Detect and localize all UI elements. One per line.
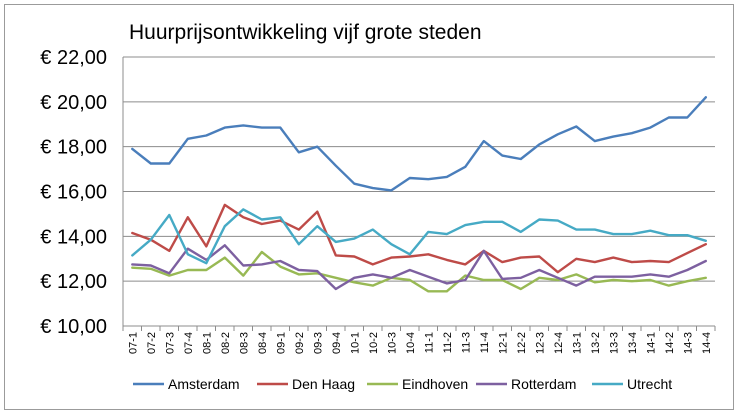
x-tick-label: 10-2 bbox=[368, 332, 380, 354]
x-tick-label: 12-2 bbox=[516, 332, 528, 354]
x-tick-label: 11-4 bbox=[479, 332, 491, 353]
x-tick-label: 11-3 bbox=[460, 332, 472, 353]
series-line-eindhoven bbox=[131, 250, 707, 293]
series-line-den-haag bbox=[131, 203, 707, 274]
x-tick-label: 09-3 bbox=[312, 332, 324, 354]
legend-label: Rotterdam bbox=[511, 376, 576, 392]
legend-label: Eindhoven bbox=[402, 376, 468, 392]
x-tick-label: 08-2 bbox=[220, 332, 232, 354]
legend-item: Amsterdam bbox=[133, 376, 240, 392]
gridlines bbox=[123, 56, 715, 327]
legend-label: Utrecht bbox=[627, 376, 672, 392]
x-tick-label: 07-1 bbox=[127, 332, 139, 354]
y-tick-label: € 14,00 bbox=[40, 226, 107, 248]
legend: Amsterdam Den Haag Eindhoven Rotterdam Utrec… bbox=[133, 376, 672, 392]
x-tick-label: 07-4 bbox=[183, 332, 195, 354]
x-tick-label: 11-1 bbox=[423, 332, 435, 353]
x-tick-label: 13-1 bbox=[571, 332, 583, 354]
x-tick-label: 12-4 bbox=[553, 332, 565, 354]
legend-label: Amsterdam bbox=[168, 376, 240, 392]
x-tick-label: 14-3 bbox=[682, 332, 694, 354]
x-axis: 07-1 07-2 07-3 07-4 08-1 08-2 08-3 08-4 09-1 09-2… bbox=[122, 325, 716, 354]
line-chart: Huurprijsontwikkeling vijf grote steden … bbox=[40, 21, 716, 392]
series-line-amsterdam bbox=[131, 96, 707, 192]
series-line-rotterdam bbox=[131, 244, 707, 291]
x-tick-label: 09-2 bbox=[294, 332, 306, 354]
x-tick-label: 09-1 bbox=[275, 332, 287, 354]
chart-frame: Huurprijsontwikkeling vijf grote steden … bbox=[4, 4, 734, 410]
legend-label: Den Haag bbox=[292, 376, 355, 392]
x-tick-label: 14-4 bbox=[701, 332, 713, 354]
legend-item: Rotterdam bbox=[476, 376, 576, 392]
x-tick-label: 09-4 bbox=[331, 332, 343, 354]
x-tick-label: 07-2 bbox=[146, 332, 158, 354]
x-tick-label: 11-2 bbox=[442, 332, 454, 353]
x-tick-label: 10-3 bbox=[386, 332, 398, 354]
chart-title: Huurprijsontwikkeling vijf grote steden bbox=[129, 21, 482, 44]
series-lines bbox=[131, 96, 707, 293]
legend-item: Eindhoven bbox=[367, 376, 468, 392]
y-axis: € 10,00 € 12,00 € 14,00 € 16,00 € 18,00 € 20,… bbox=[40, 47, 124, 338]
x-tick-label: 07-3 bbox=[164, 332, 176, 354]
x-tick-label: 10-1 bbox=[349, 332, 361, 354]
y-tick-label: € 20,00 bbox=[40, 92, 107, 114]
x-tick-label: 12-1 bbox=[497, 332, 509, 354]
x-tick-label: 14-1 bbox=[645, 332, 657, 354]
y-tick-label: € 22,00 bbox=[40, 47, 107, 69]
x-tick-label: 13-2 bbox=[590, 332, 602, 354]
y-tick-label: € 16,00 bbox=[40, 182, 107, 204]
x-tick-label: 08-4 bbox=[257, 332, 269, 354]
x-tick-label: 13-3 bbox=[608, 332, 620, 354]
y-tick-label: € 10,00 bbox=[40, 316, 107, 338]
series-line-utrecht bbox=[131, 208, 707, 265]
legend-item: Den Haag bbox=[257, 376, 355, 392]
x-tick-label: 08-3 bbox=[238, 332, 250, 354]
y-tick-label: € 12,00 bbox=[40, 271, 107, 293]
x-tick-label: 13-4 bbox=[627, 332, 639, 354]
legend-item: Utrecht bbox=[592, 376, 672, 392]
y-tick-label: € 18,00 bbox=[40, 137, 107, 159]
x-tick-label: 14-2 bbox=[664, 332, 676, 354]
x-tick-label: 10-4 bbox=[405, 332, 417, 354]
x-tick-label: 12-3 bbox=[534, 332, 546, 354]
x-tick-label: 08-1 bbox=[201, 332, 213, 354]
